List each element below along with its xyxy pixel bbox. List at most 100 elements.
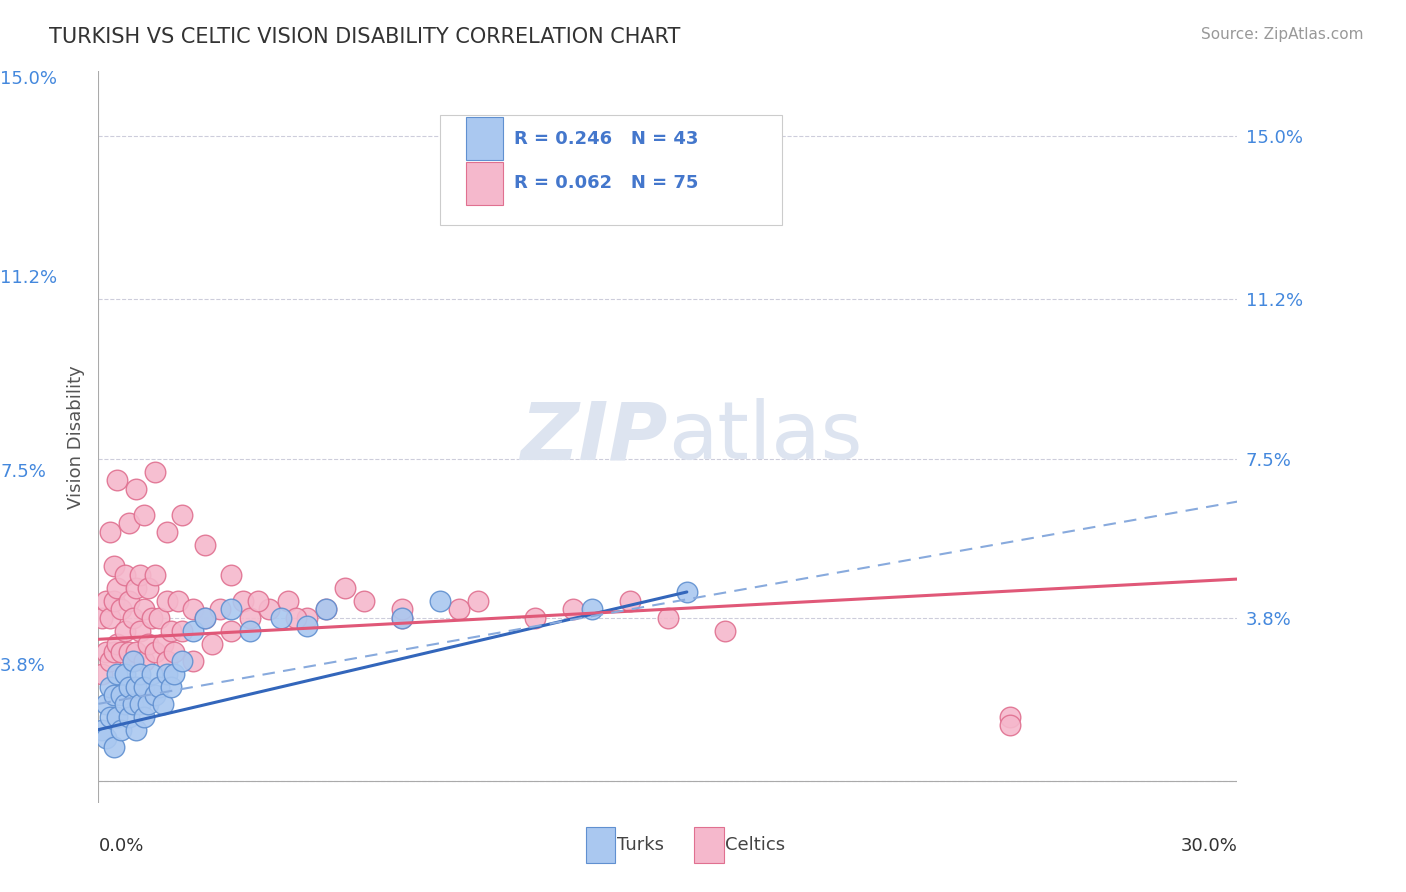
Point bbox=[246, 593, 269, 607]
Text: ZIP: ZIP bbox=[520, 398, 668, 476]
Point bbox=[121, 654, 143, 668]
Point bbox=[297, 611, 319, 625]
Point bbox=[118, 710, 141, 724]
Point bbox=[125, 482, 148, 496]
Point bbox=[107, 581, 129, 595]
Point bbox=[114, 697, 136, 711]
FancyBboxPatch shape bbox=[467, 117, 503, 161]
Text: 30.0%: 30.0% bbox=[1181, 838, 1237, 855]
Point bbox=[110, 645, 132, 659]
Text: R = 0.062   N = 75: R = 0.062 N = 75 bbox=[515, 174, 699, 193]
Point bbox=[148, 611, 170, 625]
Point bbox=[118, 593, 141, 607]
Point bbox=[118, 680, 141, 694]
Point bbox=[125, 680, 148, 694]
Point bbox=[315, 602, 337, 616]
Point bbox=[145, 567, 167, 582]
Point bbox=[581, 602, 603, 616]
FancyBboxPatch shape bbox=[440, 115, 782, 225]
Point bbox=[183, 624, 205, 638]
Point bbox=[159, 624, 181, 638]
Point bbox=[148, 680, 170, 694]
Point bbox=[107, 666, 129, 681]
Point bbox=[129, 697, 152, 711]
Point bbox=[335, 581, 357, 595]
Point bbox=[98, 611, 121, 625]
Point bbox=[141, 666, 163, 681]
Point bbox=[232, 593, 254, 607]
Point bbox=[98, 680, 121, 694]
Point bbox=[391, 611, 413, 625]
Point bbox=[98, 654, 121, 668]
Point bbox=[277, 593, 299, 607]
Point bbox=[94, 731, 117, 746]
Point bbox=[524, 611, 547, 625]
Point bbox=[998, 710, 1021, 724]
Point bbox=[467, 593, 489, 607]
Point bbox=[132, 710, 155, 724]
Point bbox=[136, 581, 159, 595]
Point bbox=[619, 593, 641, 607]
Point bbox=[145, 688, 167, 702]
Point bbox=[91, 666, 114, 681]
Point bbox=[239, 611, 262, 625]
Point bbox=[170, 624, 193, 638]
Point bbox=[98, 524, 121, 539]
Text: 0.0%: 0.0% bbox=[98, 838, 143, 855]
Point bbox=[152, 697, 174, 711]
Point bbox=[183, 602, 205, 616]
Point bbox=[125, 581, 148, 595]
Point bbox=[103, 688, 125, 702]
Text: R = 0.246   N = 43: R = 0.246 N = 43 bbox=[515, 129, 699, 147]
Point bbox=[315, 602, 337, 616]
Point bbox=[429, 593, 451, 607]
Point bbox=[270, 611, 292, 625]
Point bbox=[98, 710, 121, 724]
Point bbox=[391, 611, 413, 625]
Point bbox=[121, 654, 143, 668]
FancyBboxPatch shape bbox=[586, 827, 616, 863]
Point bbox=[91, 611, 114, 625]
Point bbox=[221, 567, 243, 582]
Point bbox=[156, 654, 179, 668]
Point bbox=[201, 637, 224, 651]
Point bbox=[208, 602, 231, 616]
Point bbox=[114, 567, 136, 582]
Point bbox=[103, 593, 125, 607]
Point bbox=[103, 559, 125, 574]
Point bbox=[194, 611, 217, 625]
Point bbox=[449, 602, 471, 616]
Point bbox=[391, 602, 413, 616]
Point bbox=[221, 602, 243, 616]
Point bbox=[132, 602, 155, 616]
Point bbox=[714, 624, 737, 638]
Point bbox=[132, 680, 155, 694]
Point bbox=[239, 624, 262, 638]
Point bbox=[103, 645, 125, 659]
Text: Source: ZipAtlas.com: Source: ZipAtlas.com bbox=[1201, 27, 1364, 42]
Point bbox=[167, 593, 190, 607]
Text: 3.8%: 3.8% bbox=[0, 657, 46, 675]
Text: 7.5%: 7.5% bbox=[0, 463, 46, 482]
Point bbox=[284, 611, 307, 625]
Point bbox=[118, 516, 141, 530]
Point bbox=[156, 593, 179, 607]
Point bbox=[136, 637, 159, 651]
Point bbox=[353, 593, 375, 607]
Point bbox=[121, 611, 143, 625]
Point bbox=[170, 508, 193, 522]
Point bbox=[156, 666, 179, 681]
Point bbox=[297, 619, 319, 633]
Point bbox=[107, 710, 129, 724]
Text: atlas: atlas bbox=[668, 398, 862, 476]
Point bbox=[221, 624, 243, 638]
Point bbox=[118, 645, 141, 659]
Point bbox=[114, 624, 136, 638]
Point bbox=[156, 524, 179, 539]
Point bbox=[152, 637, 174, 651]
FancyBboxPatch shape bbox=[695, 827, 724, 863]
Point bbox=[159, 680, 181, 694]
Point bbox=[94, 645, 117, 659]
Point bbox=[129, 666, 152, 681]
Point bbox=[114, 666, 136, 681]
